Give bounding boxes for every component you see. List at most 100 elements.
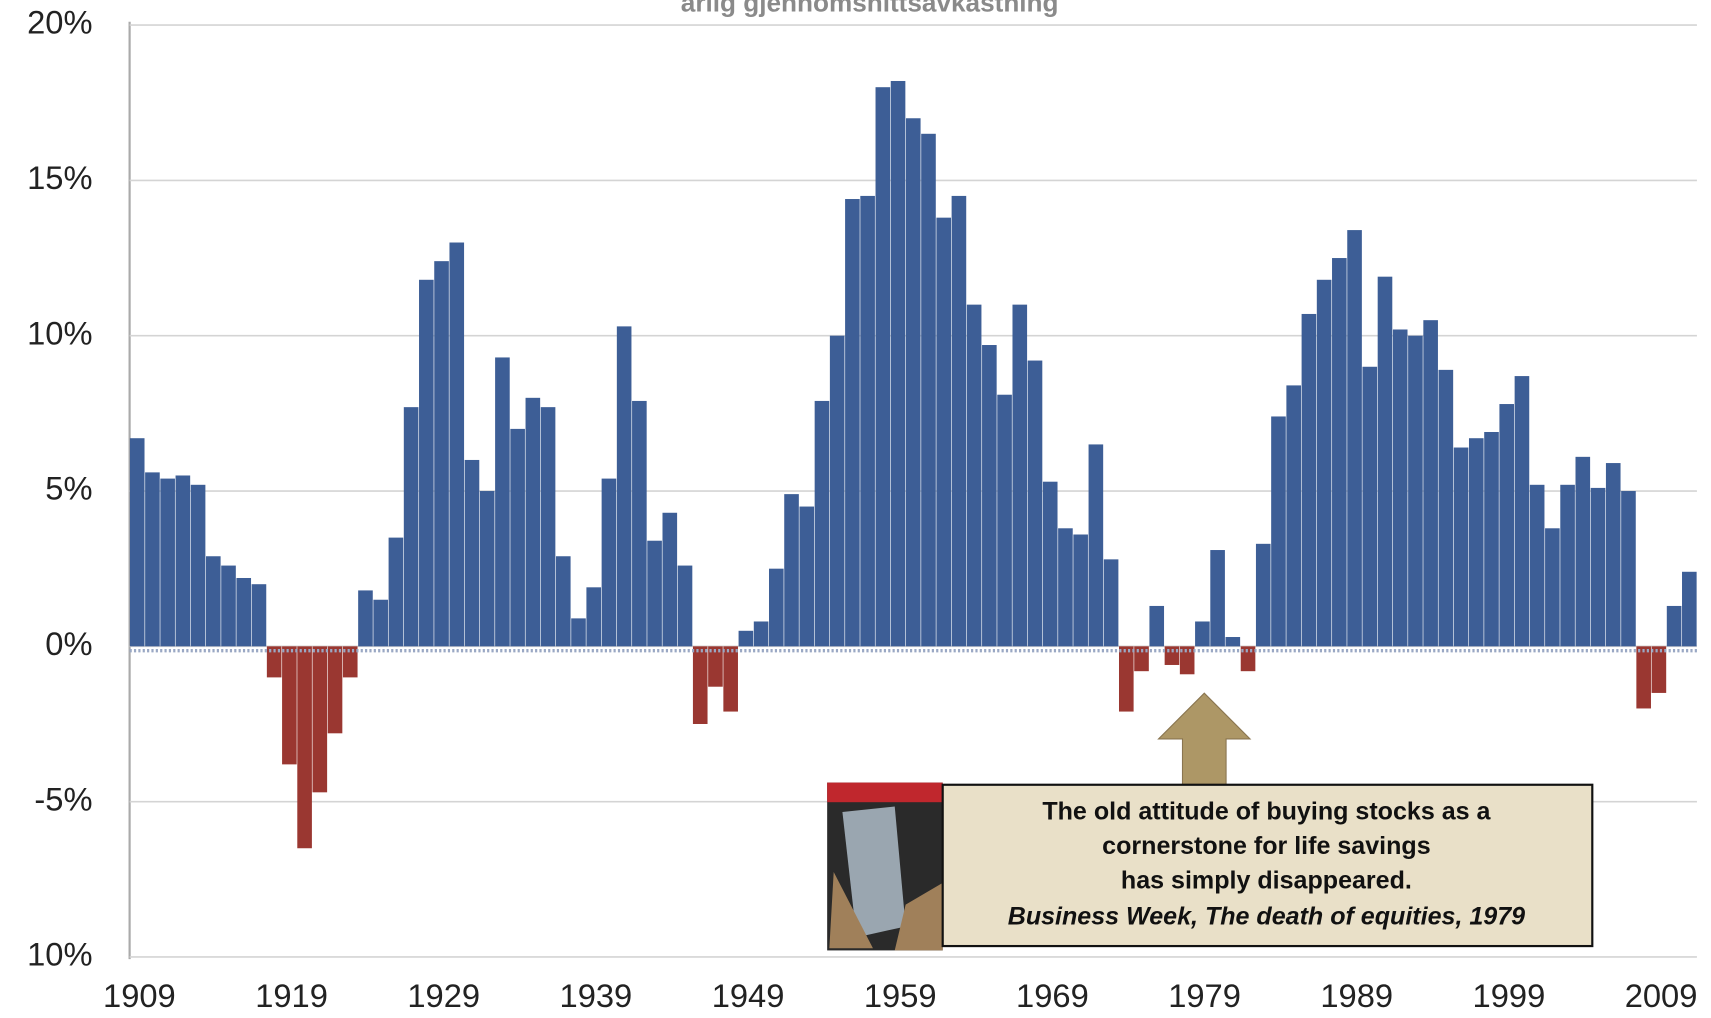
- bar: [966, 304, 982, 647]
- annotation-line: has simply disappeared.: [1121, 866, 1412, 894]
- bar: [282, 646, 297, 765]
- bar: [312, 646, 328, 793]
- bar: [1240, 646, 1256, 672]
- bar: [205, 556, 221, 647]
- bar: [586, 587, 602, 647]
- bar: [571, 618, 586, 647]
- annotation-line: cornerstone for life savings: [1102, 832, 1430, 860]
- bar: [479, 491, 495, 647]
- bar: [510, 428, 525, 647]
- x-tick-label: 1909: [103, 977, 176, 1014]
- bar: [784, 494, 799, 647]
- plot: 10% -5% 0% 5% 10% 15% 20% 1909 1919 1929 1939 1949 1…: [27, 4, 1697, 1014]
- bar: [236, 577, 252, 647]
- bar: [1286, 385, 1301, 647]
- bar: [1362, 366, 1378, 647]
- annotation-source: Business Week, The death of equities, 19…: [1008, 902, 1525, 930]
- bar: [753, 621, 769, 647]
- bar: [632, 400, 647, 647]
- bar: [875, 87, 891, 647]
- bar: [1377, 276, 1393, 647]
- bar: [540, 407, 556, 647]
- chart-title: årlig gjennomsnittsavkastning: [681, 0, 1059, 17]
- bar: [1225, 637, 1241, 647]
- bar: [160, 478, 175, 647]
- bar: [951, 195, 967, 647]
- bar: [1666, 605, 1682, 647]
- bar: [662, 512, 678, 647]
- x-tick-label: 1959: [864, 977, 937, 1014]
- bar: [1210, 550, 1225, 647]
- bar: [1575, 456, 1591, 647]
- cover-art: [842, 806, 906, 938]
- y-tick-label: -5%: [34, 780, 92, 817]
- bar: [616, 326, 632, 647]
- bar: [708, 646, 723, 687]
- bar: [1301, 313, 1317, 647]
- y-tick-label: 15%: [27, 159, 92, 196]
- bar: [1621, 491, 1636, 647]
- bar: [555, 556, 571, 647]
- bar: [1605, 463, 1621, 647]
- bar: [251, 584, 267, 647]
- annotation: The old attitude of buying stocks as a co…: [1008, 798, 1525, 931]
- bar: [1088, 444, 1104, 647]
- y-tick-label: 5%: [45, 470, 92, 507]
- bar: [1438, 369, 1454, 647]
- bar: [1332, 258, 1347, 647]
- bar: [1392, 329, 1408, 647]
- bar: [1529, 484, 1545, 647]
- bar: [1468, 438, 1484, 647]
- x-tick-label: 1969: [1016, 977, 1089, 1014]
- y-tick-label: 0%: [45, 625, 92, 662]
- bar: [845, 199, 860, 647]
- bar: [769, 568, 784, 647]
- bar: [1103, 559, 1119, 647]
- bar: [434, 261, 449, 647]
- bar: [1042, 481, 1058, 647]
- bar: [692, 646, 708, 724]
- bar: [738, 630, 754, 647]
- bar: [1149, 605, 1165, 647]
- x-tick-label: 1979: [1168, 977, 1241, 1014]
- bar: [677, 565, 693, 647]
- bar: [1560, 484, 1575, 647]
- bar: [1514, 376, 1530, 647]
- bar: [373, 599, 388, 647]
- arrow: [1157, 692, 1252, 786]
- bar: [190, 484, 206, 647]
- cover-band: [827, 782, 943, 803]
- bar: [1179, 646, 1195, 675]
- bar: [799, 506, 815, 647]
- bar: [266, 646, 282, 678]
- x-tick-label: 1949: [712, 977, 785, 1014]
- bar: [829, 335, 845, 647]
- bar: [1058, 528, 1073, 647]
- bar: [327, 646, 343, 734]
- annotation-line: The old attitude of buying stocks as a: [1042, 798, 1491, 826]
- bar: [1651, 646, 1667, 693]
- bar: [449, 242, 465, 647]
- bar: [221, 565, 236, 647]
- bar: [1545, 528, 1560, 647]
- bar: [297, 646, 312, 849]
- bar: [129, 438, 145, 647]
- bar: [495, 357, 510, 647]
- bar: [1484, 431, 1499, 647]
- bar: [1316, 279, 1332, 647]
- bar: [936, 217, 952, 647]
- bar: [1590, 487, 1606, 647]
- bar: [525, 397, 541, 647]
- bar: [890, 80, 906, 647]
- bar: [388, 537, 404, 647]
- bar: [403, 407, 419, 647]
- bar: [1408, 335, 1423, 647]
- bar: [1027, 360, 1043, 647]
- x-tick-label: 1939: [560, 977, 633, 1014]
- bar: [1271, 416, 1286, 647]
- y-tick-label: 10%: [27, 314, 92, 351]
- bar: [1347, 230, 1362, 647]
- x-tick-label: 2009: [1625, 977, 1698, 1014]
- bar: [982, 345, 997, 647]
